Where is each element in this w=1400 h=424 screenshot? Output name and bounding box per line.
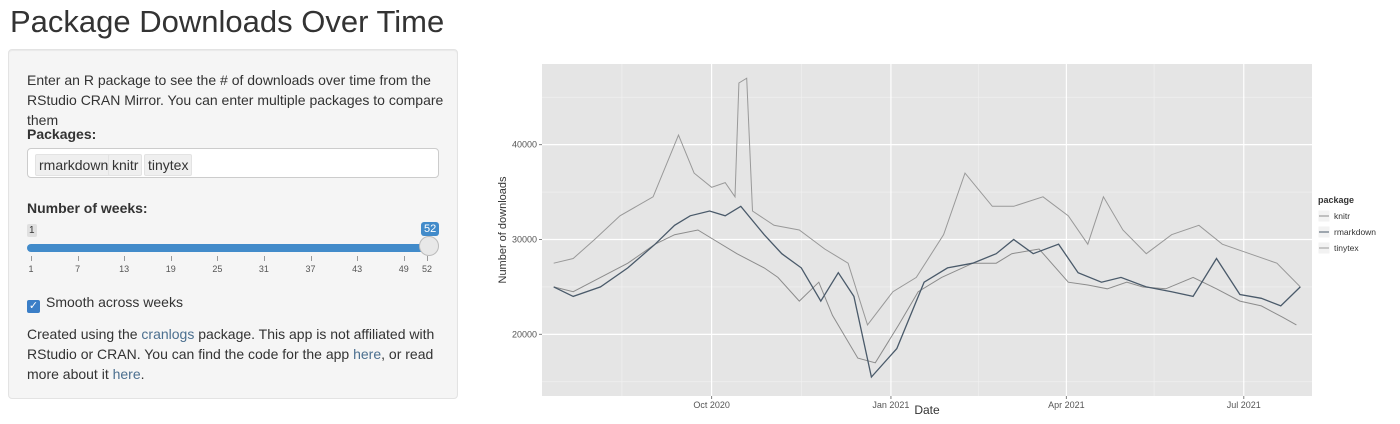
series-line-rmarkdown <box>553 205 1301 379</box>
about-link[interactable]: here <box>112 366 141 382</box>
intro-text: Enter an R package to see the # of downl… <box>27 72 444 128</box>
series-line-knitr <box>553 229 1297 364</box>
slider-tick-label: 43 <box>352 264 363 274</box>
grid-lines <box>542 64 1312 396</box>
slider-tick-label: 19 <box>165 264 176 274</box>
slider-tick <box>124 256 126 261</box>
slider-tick <box>403 256 405 261</box>
code-link[interactable]: here <box>353 346 382 362</box>
slider-value-label: 52 <box>421 222 440 236</box>
y-axis: 20000 30000 40000 <box>512 140 542 339</box>
slider-tick <box>170 256 172 261</box>
downloads-chart: Oct 2020 Jan 2021 Apr 2021 Jul 2021 20000 30… <box>497 64 1376 417</box>
package-chip[interactable]: knitr <box>108 154 143 176</box>
smooth-label: Smooth across weeks <box>46 294 183 310</box>
x-tick-label: Jul 2021 <box>1227 400 1261 410</box>
y-axis-label: Number of downloads <box>497 176 509 284</box>
legend: package knitr rmarkdown tinytex <box>1317 195 1376 255</box>
credit-text: Created using the cranlogs package. This… <box>27 324 447 384</box>
legend-label: knitr <box>1334 211 1350 221</box>
slider-handle[interactable] <box>419 236 439 256</box>
slider-tick <box>427 256 428 261</box>
smooth-checkbox-row[interactable]: ✓ Smooth across weeks <box>27 294 183 313</box>
credit-part: package. This app is not affiliated with… <box>27 326 435 362</box>
sidebar-panel: Enter an R package to see the # of downl… <box>8 49 458 399</box>
slider-tick <box>31 256 32 261</box>
slider-tick <box>217 256 219 261</box>
slider-tick <box>263 256 265 261</box>
credit-part: . <box>140 366 145 382</box>
series-lines <box>553 77 1301 379</box>
packages-label: Packages: <box>27 126 97 142</box>
smooth-checkbox[interactable]: ✓ <box>27 300 40 313</box>
y-tick-label: 30000 <box>512 234 537 244</box>
slider-tick-label: 1 <box>28 264 34 274</box>
package-chip[interactable]: rmarkdown <box>35 154 113 176</box>
legend-title: package <box>1318 195 1354 205</box>
package-chip[interactable]: tinytex <box>144 154 193 176</box>
slider-tick-label: 37 <box>305 264 316 274</box>
slider-tick-label: 13 <box>119 264 130 274</box>
slider-tick-label: 7 <box>75 264 81 274</box>
slider-tick <box>310 256 312 261</box>
page-title: Package Downloads Over Time <box>10 4 445 39</box>
credit-part: Created using the <box>27 326 142 342</box>
credit-part: , or read more about it <box>27 346 434 382</box>
slider-tick <box>357 256 359 261</box>
series-line-tinytex <box>553 77 1301 326</box>
legend-label: tinytex <box>1334 243 1359 253</box>
slider-min-label: 1 <box>27 224 37 237</box>
x-tick-label: Apr 2021 <box>1048 400 1085 410</box>
y-tick-label: 40000 <box>512 140 537 150</box>
legend-label: rmarkdown <box>1334 227 1376 237</box>
slider-track[interactable] <box>27 244 431 252</box>
weeks-slider[interactable]: 1 52 1 7 13 19 25 31 37 43 49 52 <box>27 220 440 290</box>
cranlogs-link[interactable]: cranlogs <box>141 326 195 342</box>
y-tick-label: 20000 <box>512 329 537 339</box>
plot-background <box>542 64 1312 396</box>
slider-tick-label: 49 <box>398 264 409 274</box>
x-axis-label: Date <box>914 403 940 417</box>
x-tick-label: Jan 2021 <box>872 400 909 410</box>
slider-tick-label: 31 <box>258 264 269 274</box>
slider-tick <box>77 256 79 261</box>
weeks-label: Number of weeks: <box>27 200 148 216</box>
slider-tick-label: 52 <box>421 264 433 274</box>
slider-tick-label: 25 <box>212 264 223 274</box>
x-axis: Oct 2020 Jan 2021 Apr 2021 Jul 2021 <box>693 396 1261 410</box>
packages-input[interactable]: rmarkdown knitr tinytex <box>27 148 439 178</box>
x-tick-label: Oct 2020 <box>693 400 730 410</box>
slider-ticks: 1 7 13 19 25 31 37 43 49 52 <box>27 256 439 286</box>
